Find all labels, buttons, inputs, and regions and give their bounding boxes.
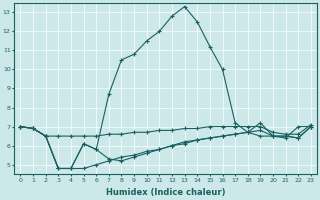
X-axis label: Humidex (Indice chaleur): Humidex (Indice chaleur) [106,188,225,197]
